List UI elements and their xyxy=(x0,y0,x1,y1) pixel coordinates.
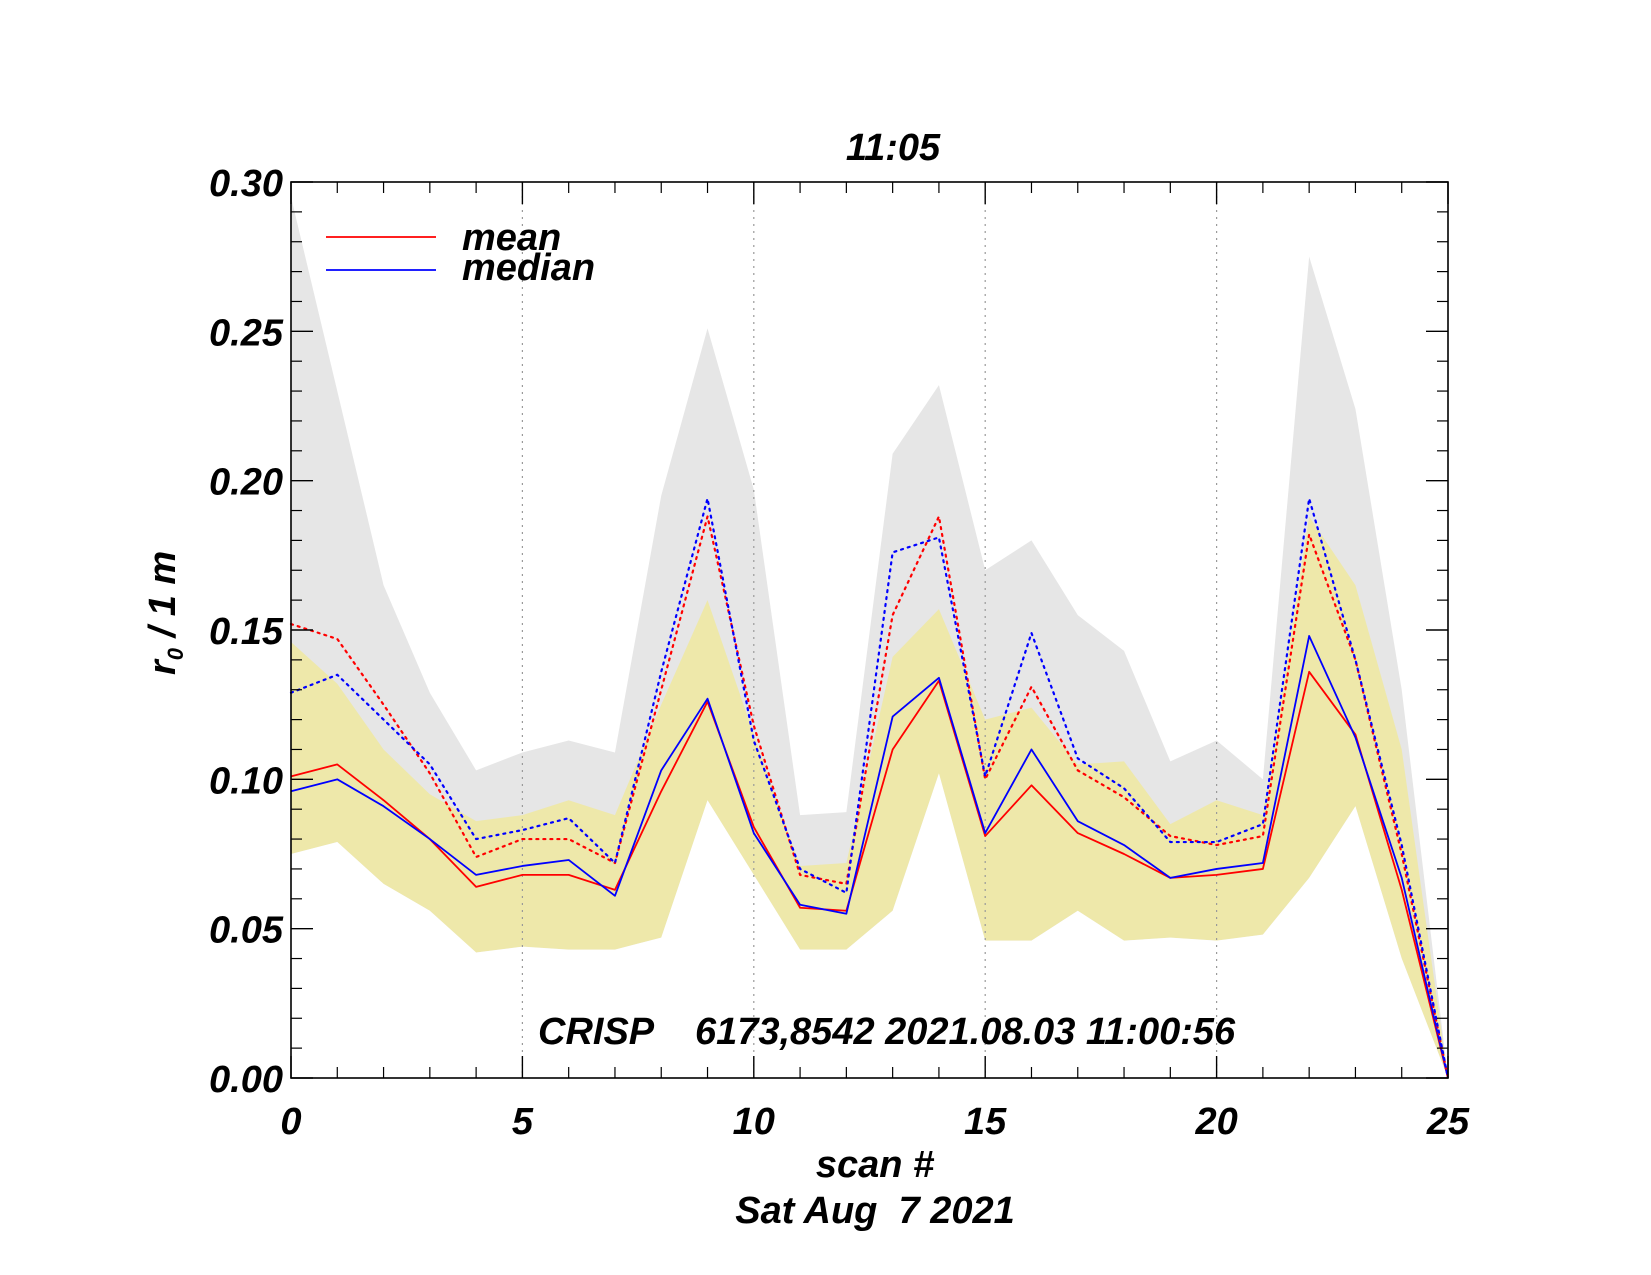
y-tick-label: 0.00 xyxy=(209,1059,283,1101)
x-tick-label: 0 xyxy=(280,1101,301,1143)
x-tick-label: 10 xyxy=(733,1101,775,1143)
range-bands xyxy=(291,196,1448,1078)
chart-title: 11:05 xyxy=(846,127,941,169)
x-tick-label: 15 xyxy=(964,1101,1007,1143)
x-tick-label: 25 xyxy=(1426,1101,1470,1143)
band-inner-range xyxy=(291,516,1448,1078)
y-axis-label-r: r xyxy=(142,658,184,675)
tick-labels: 0 5 10 15 20 25 0.00 0.05 0.10 0.15 0.20 0.25 0.30 xyxy=(209,163,1470,1143)
y-axis-label: r0 / 1 m xyxy=(142,551,188,675)
y-tick-label: 0.30 xyxy=(209,163,283,205)
axis-ticks xyxy=(290,181,1449,1079)
series-median-dotted xyxy=(289,497,1450,1080)
x-axis-label: scan # xyxy=(816,1144,935,1186)
date-label: Sat Aug 7 2021 xyxy=(735,1190,1015,1232)
annotation-text: CRISP 6173,8542 2021.08.03 11:00:56 xyxy=(538,1011,1236,1053)
series-median xyxy=(290,635,1449,1079)
y-tick-label: 0.15 xyxy=(209,611,284,653)
y-tick-label: 0.20 xyxy=(209,462,283,504)
band-floor xyxy=(291,773,1448,1078)
legend-label-mean: mean xyxy=(462,217,561,259)
series-lines xyxy=(289,497,1450,1080)
x-tick-label: 20 xyxy=(1194,1101,1237,1143)
legend: mean median xyxy=(326,217,595,289)
grid-lines xyxy=(521,182,1218,1078)
y-axis-label-subscript: 0 xyxy=(163,647,188,660)
y-tick-label: 0.25 xyxy=(209,312,284,354)
y-tick-label: 0.10 xyxy=(209,760,283,802)
y-axis-label-unit: / 1 m xyxy=(142,551,184,648)
x-tick-label: 5 xyxy=(512,1101,534,1143)
series-mean-dotted xyxy=(289,515,1450,1080)
y-tick-label: 0.05 xyxy=(209,910,284,952)
series-mean xyxy=(290,670,1449,1079)
legend-label-median: median xyxy=(462,247,595,289)
